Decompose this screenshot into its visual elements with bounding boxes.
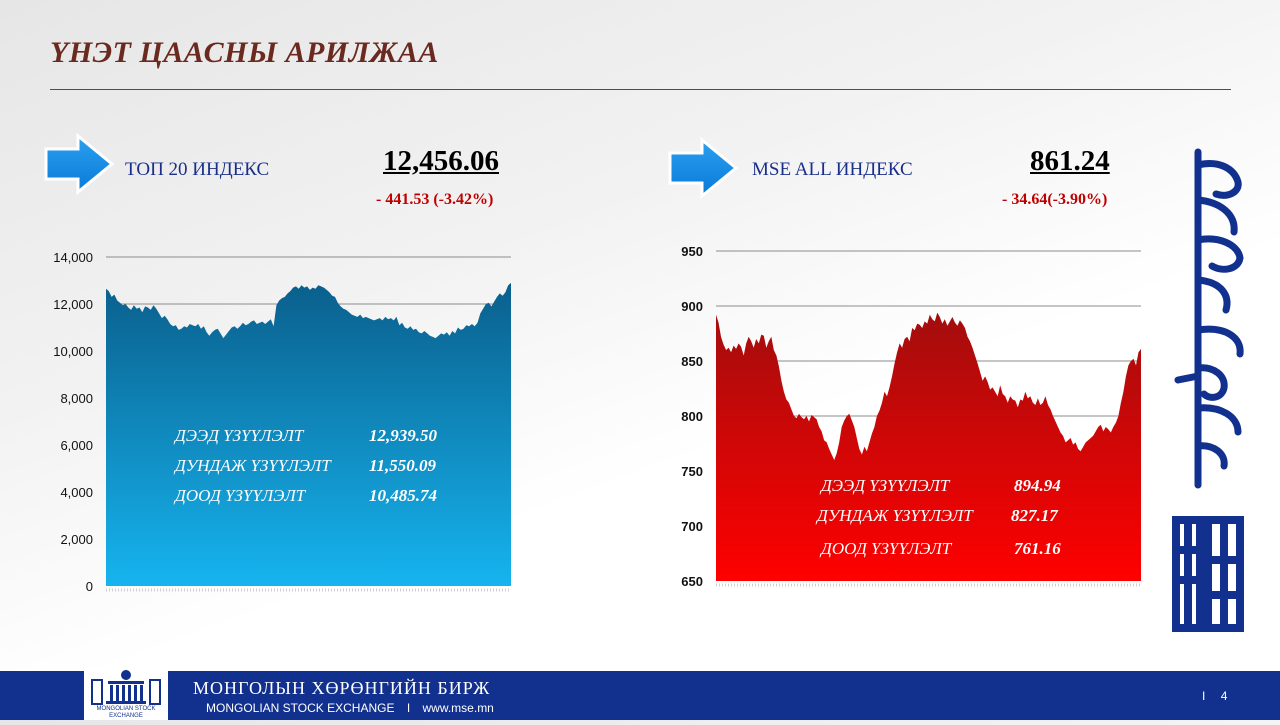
logo-text: MONGOLIAN STOCK EXCHANGE: [96, 706, 156, 719]
y-tick-label: 900: [681, 299, 703, 314]
top20-stat-max-value: 12,939.50: [369, 426, 437, 445]
y-tick-label: 14,000: [53, 250, 93, 265]
arrow-right-icon: [44, 133, 115, 195]
top20-chart: 0 2,000 4,000 6,000 8,000 10,000 12,000 14,000: [53, 250, 511, 594]
y-tick-label: 6,000: [60, 438, 93, 453]
y-tick-label: 950: [681, 244, 703, 259]
y-tick-label: 2,000: [60, 532, 93, 547]
mseall-stat-min-label: ДООД ҮЗҮҮЛЭЛТ: [821, 539, 952, 558]
area-series: [106, 282, 511, 586]
y-tick-label: 4,000: [60, 485, 93, 500]
area-series: [716, 312, 1141, 581]
page-separator: I: [1202, 689, 1206, 703]
top20-index-name: ТОП 20 ИНДЕКС: [125, 159, 270, 180]
org-subline: MONGOLIAN STOCK EXCHANGE I www.mse.mn: [206, 701, 494, 715]
top20-stat-max-label: ДЭЭД ҮЗҮҮЛЭЛТ: [175, 426, 304, 445]
top20-stat-min-label: ДООД ҮЗҮҮЛЭЛТ: [175, 486, 306, 505]
mseall-index-value: 861.24: [1030, 145, 1110, 177]
y-tick-label: 8,000: [60, 391, 93, 406]
y-tick-label: 12,000: [53, 297, 93, 312]
top20-stat-avg-value: 11,550.09: [369, 456, 437, 475]
y-tick-label: 800: [681, 409, 703, 424]
y-tick-label: 0: [86, 579, 93, 594]
page-number-value: 4: [1220, 689, 1228, 703]
footer-bar: [0, 671, 1280, 720]
mseall-stat-avg-label: ДУНДАЖ ҮЗҮҮЛЭЛТ: [817, 506, 973, 525]
mse-logo: MONGOLIAN STOCK EXCHANGE: [84, 668, 168, 720]
footer-separator: I: [406, 701, 411, 715]
mseall-chart: 650 700 750 800 850 900 950: [681, 244, 1141, 589]
page-number: I 4: [1202, 689, 1227, 703]
top20-index-value: 12,456.06: [383, 145, 499, 177]
arrow-right-icon: [668, 137, 739, 199]
org-name: МОНГОЛЫН ХӨРӨНГИЙН БИРЖ: [193, 678, 491, 698]
mseall-stat-min-value: 761.16: [1014, 539, 1061, 558]
building-icon: [91, 670, 161, 705]
slide-title: ҮНЭТ ЦААСНЫ АРИЛЖАА: [50, 36, 439, 69]
mseall-index-change: - 34.64(-3.90%): [1002, 191, 1108, 208]
mseall-stat-max-value: 894.94: [1014, 476, 1061, 495]
y-tick-label: 10,000: [53, 344, 93, 359]
website-link[interactable]: www.mse.mn: [422, 701, 494, 715]
org-name-en: MONGOLIAN STOCK EXCHANGE: [206, 701, 395, 715]
y-tick-label: 700: [681, 519, 703, 534]
top20-stat-min-value: 10,485.74: [369, 486, 437, 505]
y-tick-label: 850: [681, 354, 703, 369]
title-divider: [50, 89, 1231, 90]
y-tick-label: 750: [681, 464, 703, 479]
mongolian-script-emblem: [1172, 148, 1244, 632]
mseall-index-name: MSE ALL ИНДЕКС: [752, 159, 913, 180]
top20-index-change: - 441.53 (-3.42%): [376, 191, 494, 208]
mseall-stat-avg-value: 827.17: [1011, 506, 1058, 525]
mseall-stat-max-label: ДЭЭД ҮЗҮҮЛЭЛТ: [821, 476, 950, 495]
y-tick-label: 650: [681, 574, 703, 589]
top20-stat-avg-label: ДУНДАЖ ҮЗҮҮЛЭЛТ: [175, 456, 331, 475]
